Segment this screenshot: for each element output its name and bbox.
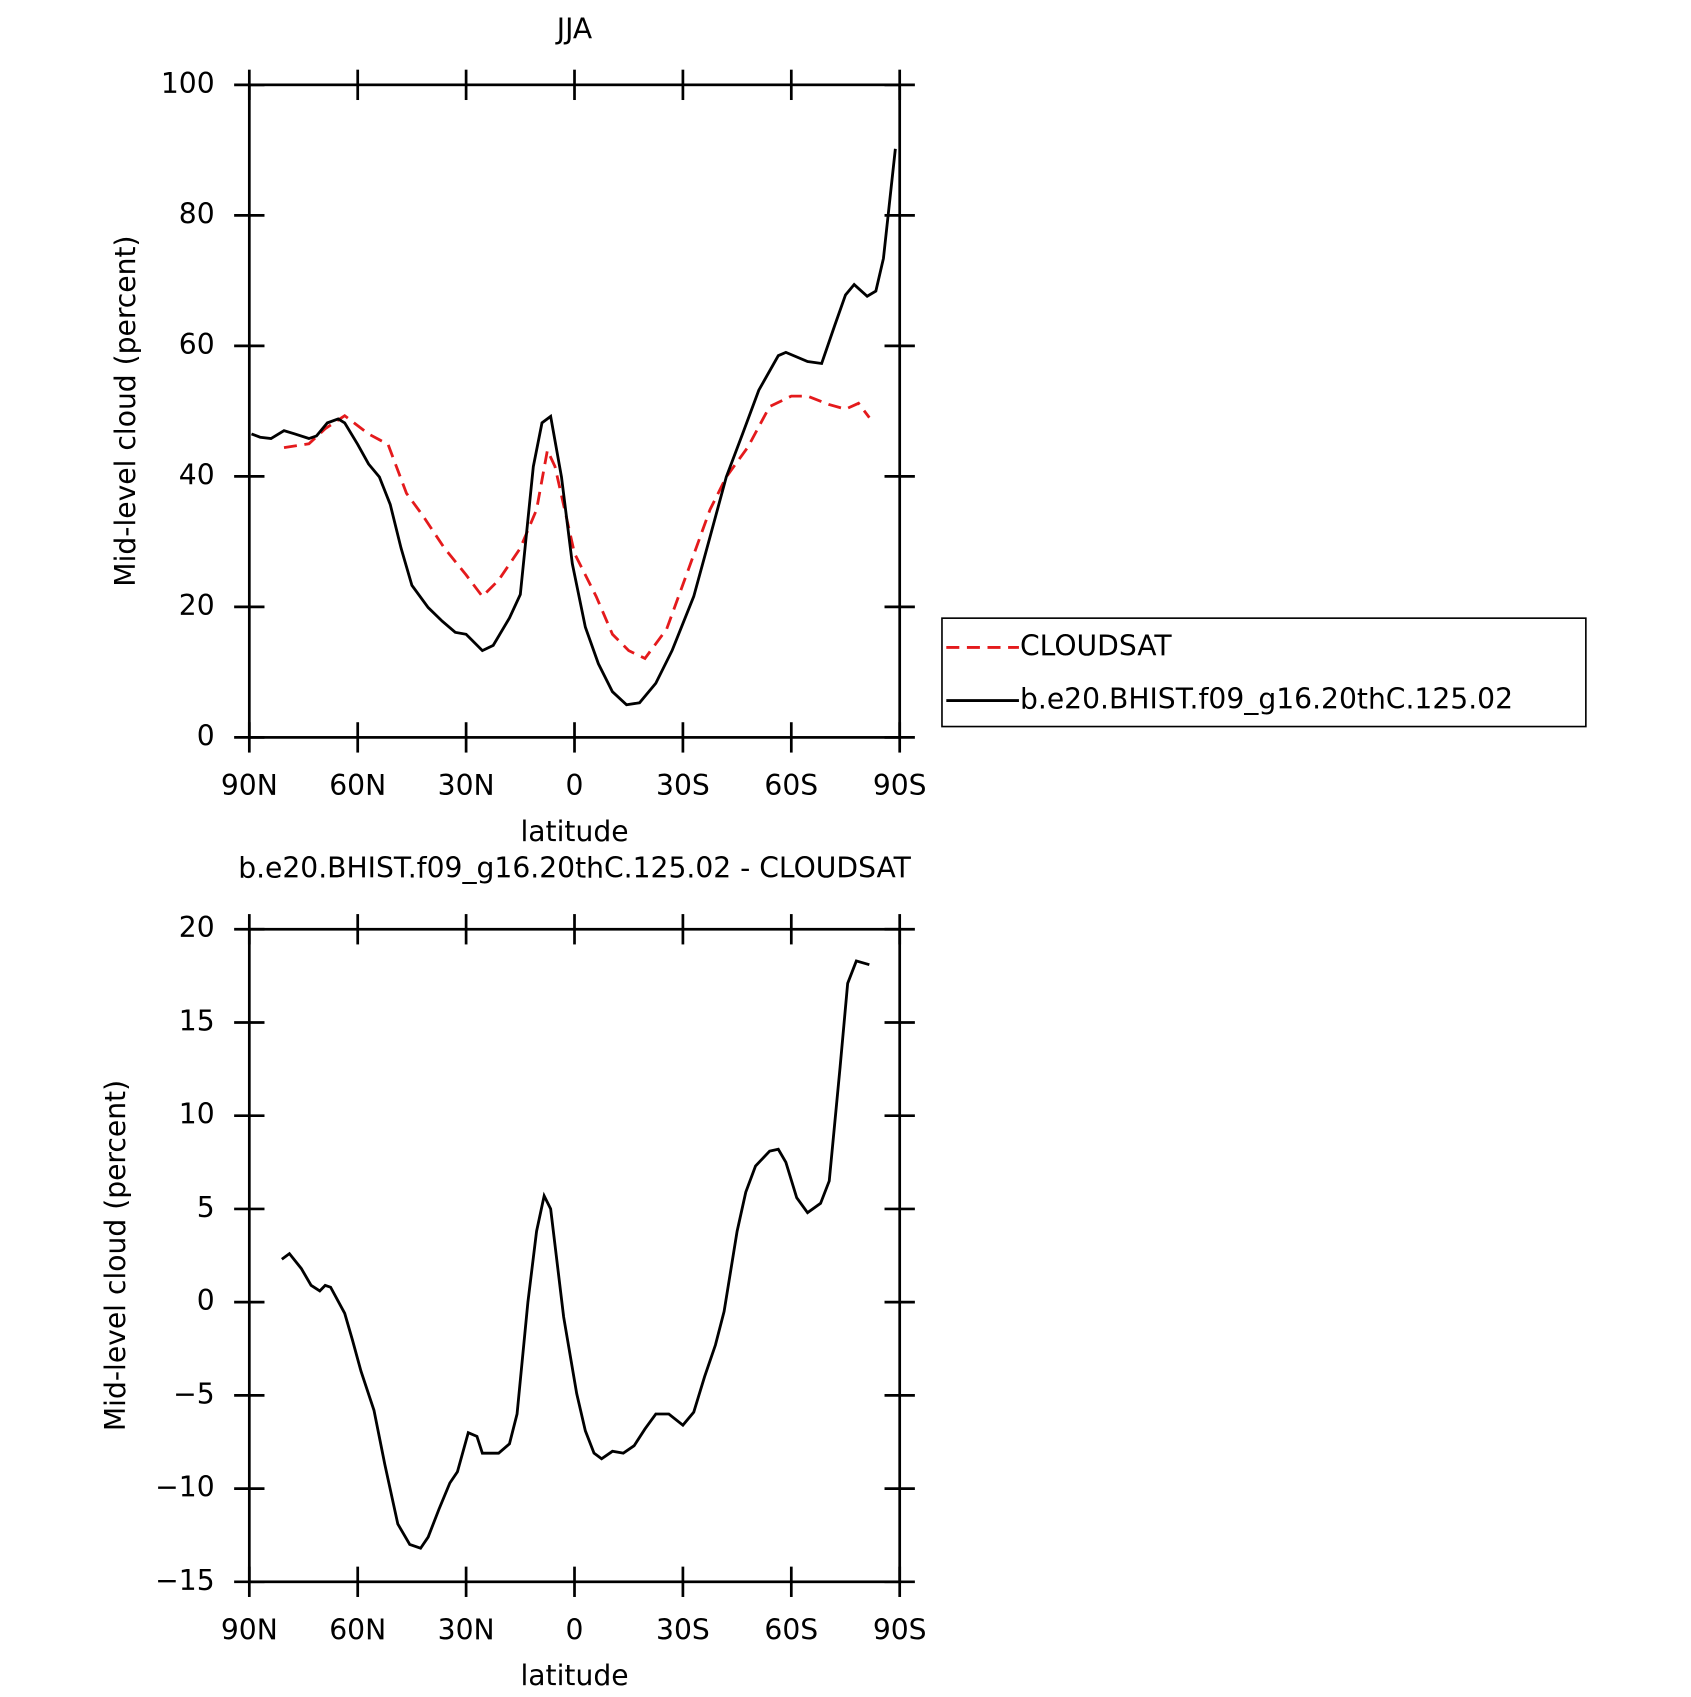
legend-label: b.e20.BHIST.f09_g16.20thC.125.02 [1020, 683, 1513, 716]
plot-frame [247, 83, 902, 739]
y-axis-label: Mid-level cloud (percent) [109, 235, 142, 586]
y-tick-label: −5 [173, 1377, 215, 1410]
y-tick-label: 80 [179, 197, 215, 230]
y-tick-label: 10 [179, 1098, 215, 1131]
x-tick-label: 60S [764, 769, 818, 802]
x-tick-label: 90S [873, 1614, 927, 1647]
y-tick-label: −15 [155, 1564, 214, 1597]
x-tick-label: 30N [438, 1614, 495, 1647]
chart-title: JJA [555, 13, 593, 46]
x-axis-label: latitude [520, 1659, 628, 1692]
y-tick-label: 40 [179, 458, 215, 491]
x-tick-label: 90N [221, 1614, 278, 1647]
legend-label: CLOUDSAT [1020, 629, 1172, 662]
y-axis-label: Mid-level cloud (percent) [99, 1080, 132, 1431]
x-tick-label: 60N [329, 769, 386, 802]
x-tick-label: 90N [221, 769, 278, 802]
y-tick-label: 5 [197, 1191, 215, 1224]
x-tick-label: 0 [566, 769, 584, 802]
data-line [250, 148, 897, 707]
y-tick-label: 20 [179, 911, 215, 944]
x-tick-label: 30N [438, 769, 495, 802]
x-tick-label: 30S [656, 1614, 710, 1647]
y-tick-label: 0 [197, 1284, 215, 1317]
y-tick-label: 60 [179, 328, 215, 361]
y-tick-label: −10 [155, 1471, 214, 1504]
x-tick-label: 30S [656, 769, 710, 802]
x-tick-label: 60S [764, 1614, 818, 1647]
plot-frame [247, 927, 902, 1584]
chart-title: b.e20.BHIST.f09_g16.20thC.125.02 - CLOUD… [238, 852, 911, 885]
legend: CLOUDSAT b.e20.BHIST.f09_g16.20thC.125.02 [941, 617, 1587, 728]
x-axis-label: latitude [520, 815, 628, 848]
data-line [283, 394, 871, 661]
legend-box [941, 617, 1587, 728]
data-line [280, 959, 870, 1550]
y-tick-label: 15 [179, 1004, 215, 1037]
y-tick-label: 100 [161, 67, 215, 100]
x-tick-label: 90S [873, 769, 927, 802]
x-tick-label: 60N [329, 1614, 386, 1647]
y-tick-label: 20 [179, 589, 215, 622]
y-tick-label: 0 [197, 719, 215, 752]
x-tick-label: 0 [566, 1614, 584, 1647]
